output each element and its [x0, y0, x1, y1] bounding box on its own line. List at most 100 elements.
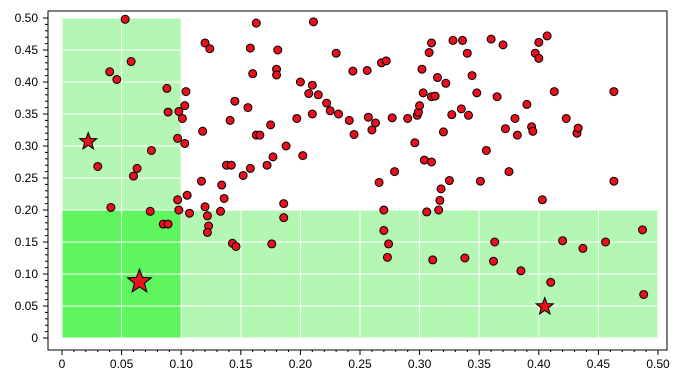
data-point [489, 256, 499, 266]
data-point [463, 110, 473, 120]
data-point [348, 66, 358, 76]
data-point [384, 239, 394, 249]
star-marker [126, 267, 153, 293]
data-point [561, 113, 571, 123]
data-point [180, 101, 190, 111]
x-axis-ticks: 0 0.05 0.10 0.15 0.20 0.25 0.30 0.35 0.40 0.45 0.5… [59, 350, 670, 371]
y-tick-label: 0.50 [15, 11, 39, 25]
data-point [279, 199, 289, 209]
data-point [325, 106, 335, 116]
data-point [512, 130, 522, 140]
data-point [181, 87, 191, 97]
data-point [334, 109, 344, 119]
x-tick-label: 0.10 [170, 357, 194, 371]
data-point [230, 96, 240, 106]
data-point [436, 184, 446, 194]
data-point [251, 18, 261, 28]
data-point [177, 113, 187, 123]
data-point [370, 118, 380, 128]
data-point [363, 112, 373, 122]
data-point [281, 141, 291, 151]
data-point [432, 73, 442, 83]
y-tick-label: 0.20 [15, 203, 39, 217]
data-point [196, 176, 206, 186]
data-point [273, 45, 283, 55]
data-point [639, 289, 649, 299]
data-point [248, 69, 258, 79]
x-tick-label: 0.30 [408, 357, 432, 371]
data-point [601, 237, 611, 247]
data-point [292, 113, 302, 123]
data-point [200, 38, 210, 48]
data-point [448, 35, 458, 45]
data-point [112, 74, 122, 84]
data-point [202, 227, 212, 237]
data-point [422, 207, 432, 217]
star-marker [534, 296, 555, 316]
data-point [486, 34, 496, 44]
data-point [462, 48, 472, 58]
data-point [522, 99, 532, 109]
data-point [387, 113, 397, 123]
data-point [129, 171, 139, 181]
data-point [279, 213, 289, 223]
y-tick-label: 0.45 [15, 43, 39, 57]
data-point [268, 152, 278, 162]
data-point [216, 206, 226, 216]
data-point [295, 77, 305, 87]
data-point [381, 56, 391, 66]
data-point [504, 167, 514, 177]
data-point [472, 88, 482, 98]
data-point [198, 126, 208, 136]
y-tick-label: 0.10 [15, 267, 39, 281]
data-point [427, 157, 437, 167]
data-point [490, 237, 500, 247]
data-point [173, 195, 183, 205]
data-point [418, 88, 428, 98]
data-point [456, 104, 466, 114]
x-tick-label: 0.45 [587, 357, 611, 371]
data-point [245, 163, 255, 173]
data-point [379, 205, 389, 215]
y-tick-label: 0.30 [15, 139, 39, 153]
data-point [226, 160, 236, 170]
data-point [546, 277, 556, 287]
data-point [534, 53, 544, 63]
data-point [162, 83, 172, 93]
data-point [403, 113, 413, 123]
data-point [516, 266, 526, 276]
data-point [528, 126, 538, 136]
data-point [460, 253, 470, 263]
data-point [510, 113, 520, 123]
data-point [438, 127, 448, 137]
data-point [93, 161, 103, 171]
data-point [379, 225, 389, 235]
data-point [126, 57, 136, 67]
data-point [498, 40, 508, 50]
data-point [255, 130, 265, 140]
data-point [313, 90, 323, 100]
data-point [309, 17, 319, 27]
y-tick-label: 0 [31, 331, 38, 345]
x-tick-label: 0.50 [646, 357, 670, 371]
data-point [427, 38, 437, 48]
data-point [410, 138, 420, 148]
data-point [441, 78, 451, 88]
plot-frame [47, 10, 668, 351]
y-tick-label: 0.40 [15, 75, 39, 89]
data-point [163, 219, 173, 229]
data-point [430, 91, 440, 101]
x-tick-label: 0 [59, 357, 66, 371]
data-point [415, 101, 425, 111]
data-point [428, 255, 438, 265]
data-point [272, 70, 282, 80]
grid-lines [48, 11, 667, 350]
data-point [120, 14, 130, 24]
data-points [93, 14, 649, 299]
data-point [266, 120, 276, 130]
data-point [262, 160, 272, 170]
data-point [492, 92, 502, 102]
data-point [225, 115, 235, 125]
x-tick-label: 0.40 [527, 357, 551, 371]
data-point [362, 65, 372, 75]
